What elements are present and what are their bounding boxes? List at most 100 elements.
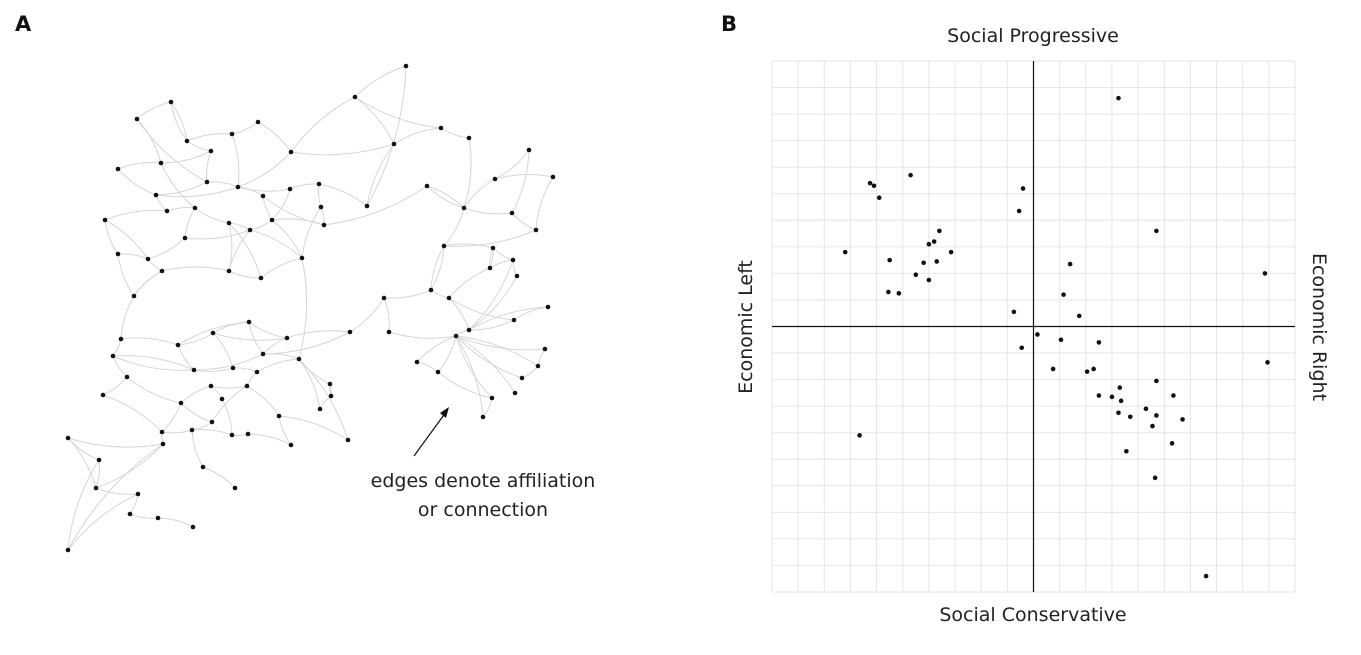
network-edge <box>468 319 515 331</box>
scatter-point <box>948 249 954 255</box>
scatter-point <box>857 433 862 438</box>
scatter-point <box>886 289 891 295</box>
scatter-point <box>1061 292 1066 297</box>
network-node <box>65 435 71 441</box>
network-node <box>512 390 518 396</box>
scatter-point <box>887 257 892 263</box>
network-edge <box>177 332 214 346</box>
network-node <box>321 222 327 228</box>
scatter-point <box>867 180 873 186</box>
network-node <box>318 204 324 210</box>
network-node <box>145 256 151 262</box>
network-edge <box>228 270 262 279</box>
network-node <box>317 406 323 412</box>
scatter-point <box>1124 448 1129 454</box>
network-node <box>428 287 434 293</box>
scatter-point <box>926 277 932 283</box>
network-edge <box>202 466 236 489</box>
network-edge <box>511 149 530 214</box>
network-edge <box>271 219 303 259</box>
network-edge <box>262 337 288 355</box>
network-edge <box>513 306 549 321</box>
network-edge <box>177 321 250 346</box>
network-edge <box>468 259 514 331</box>
network-edge <box>102 394 163 433</box>
network-nodes <box>65 63 556 553</box>
network-edge <box>463 137 472 209</box>
network-node <box>182 235 188 241</box>
axis-label-left: Economic Left <box>735 260 757 394</box>
network-node <box>511 317 517 323</box>
network-node <box>110 353 116 359</box>
network-node <box>102 217 108 223</box>
network-edge <box>260 257 303 279</box>
network-edge <box>511 212 537 231</box>
network-edge <box>186 133 233 142</box>
network-edge <box>193 367 234 372</box>
network-edge <box>455 335 516 394</box>
network-node <box>466 135 472 141</box>
scatter-point <box>1154 378 1159 384</box>
network-edge <box>301 206 322 259</box>
network-edge <box>104 219 149 260</box>
scatter-point <box>1117 385 1123 390</box>
scatter-point <box>1116 95 1121 101</box>
network-node <box>414 359 420 365</box>
network-edge <box>535 176 554 231</box>
network-edge <box>117 253 135 297</box>
scatter-point <box>931 239 937 244</box>
network-node <box>490 245 496 251</box>
network-edge <box>248 321 288 339</box>
network-node <box>533 227 539 233</box>
network-node <box>230 365 236 371</box>
network-edge <box>298 257 308 360</box>
network-node <box>65 547 71 553</box>
network-edge <box>212 332 234 369</box>
scatter-point <box>1180 417 1185 422</box>
network-edge <box>468 306 549 331</box>
network-node <box>386 329 392 335</box>
network-node <box>246 319 252 325</box>
network-node <box>131 293 137 299</box>
network-node <box>93 485 99 491</box>
scatter-point <box>934 259 940 264</box>
network-edge <box>231 121 259 135</box>
network-edge <box>323 185 428 226</box>
scatter-point <box>1035 332 1040 337</box>
network-edge <box>246 385 280 417</box>
network-node <box>178 400 184 406</box>
network-node <box>535 363 541 369</box>
scatter-point <box>1203 573 1209 579</box>
network-edge <box>161 402 182 433</box>
network-node <box>235 184 241 190</box>
scatter-point <box>1127 414 1133 420</box>
network-node <box>159 268 165 274</box>
network-node <box>208 148 214 154</box>
network-edge <box>160 162 196 209</box>
network-node <box>153 192 159 198</box>
network-node <box>168 99 174 105</box>
network-edge <box>210 385 248 389</box>
scatter-point <box>1019 345 1025 351</box>
network-node <box>229 432 235 438</box>
network-node <box>276 413 282 419</box>
scatter-point <box>908 172 913 178</box>
scatter-point <box>1152 475 1158 481</box>
network-edge <box>366 65 407 207</box>
network-node <box>209 419 215 425</box>
network-edge <box>455 335 523 379</box>
scatter-point <box>1020 186 1026 191</box>
network-edge <box>177 344 195 371</box>
network-node <box>115 166 121 172</box>
scatter-point <box>1084 369 1090 374</box>
network-edge <box>117 168 157 196</box>
network-edge <box>494 149 530 180</box>
network-edge <box>248 321 264 355</box>
network-edge <box>228 222 262 279</box>
network-node <box>424 183 430 189</box>
network-edge <box>133 270 163 297</box>
network-node <box>328 393 334 399</box>
network-node <box>316 181 322 187</box>
network-node <box>489 395 495 401</box>
network-node <box>229 131 235 137</box>
